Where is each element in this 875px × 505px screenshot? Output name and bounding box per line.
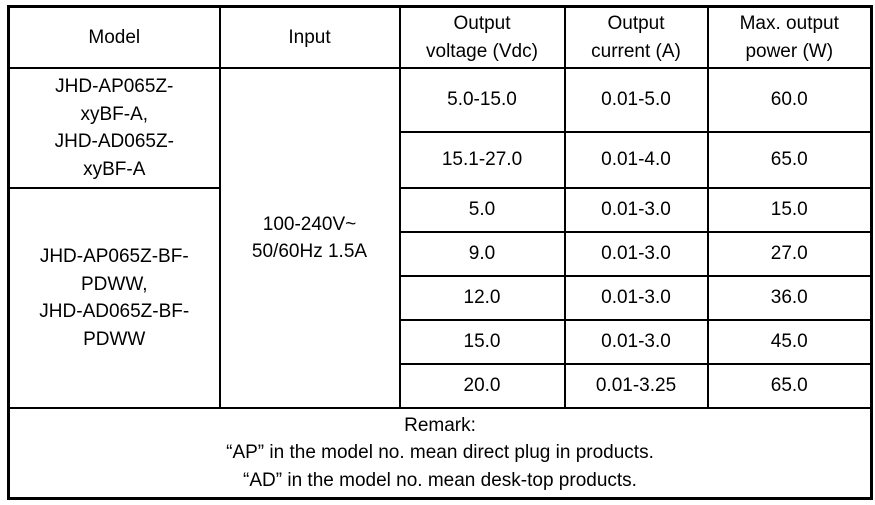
remark-cell: Remark: “AP” in the model no. mean direc… <box>7 407 873 500</box>
output-voltage-cell: 9.0 <box>398 231 566 278</box>
max-power-cell: 36.0 <box>706 275 873 322</box>
output-current-cell: 0.01-3.0 <box>563 231 709 278</box>
column-header-output-voltage: Output voltage (Vdc) <box>398 5 566 70</box>
output-voltage-cell: 5.0 <box>398 187 566 234</box>
table-row: JHD-AP065Z- xyBF-A, JHD-AD065Z- xyBF-A 1… <box>7 67 873 410</box>
remark-row: Remark: “AP” in the model no. mean direc… <box>7 407 873 500</box>
output-current-cell: 0.01-4.0 <box>563 131 709 190</box>
max-power-cell: 27.0 <box>706 231 873 278</box>
table-row: 9.0 0.01-3.0 27.0 <box>9 231 873 278</box>
output-voltage-cell: 12.0 <box>398 275 566 322</box>
output-voltage-cell: 15.0 <box>398 319 566 366</box>
model-group-1-cell: JHD-AP065Z- xyBF-A, JHD-AD065Z- xyBF-A <box>7 67 221 190</box>
max-power-cell: 60.0 <box>706 67 873 134</box>
spec-table: Model Input Output voltage (Vdc) Output … <box>7 5 873 500</box>
header-row: Model Input Output voltage (Vdc) Output … <box>7 5 873 70</box>
table-row: 12.0 0.01-3.0 36.0 <box>9 275 873 322</box>
output-current-cell: 0.01-3.25 <box>563 363 709 410</box>
output-current-cell: 0.01-3.0 <box>563 319 709 366</box>
table-row: JHD-AP065Z-BF- PDWW, JHD-AD065Z-BF- PDWW… <box>7 187 873 410</box>
column-header-model: Model <box>7 5 221 70</box>
output-voltage-cell: 20.0 <box>398 363 566 410</box>
column-header-output-current: Output current (A) <box>563 5 709 70</box>
max-power-cell: 65.0 <box>706 363 873 410</box>
output-current-cell: 0.01-3.0 <box>563 187 709 234</box>
output-current-cell: 0.01-5.0 <box>563 67 709 134</box>
column-header-max-output-power: Max. output power (W) <box>706 5 873 70</box>
input-spec-cell: 100-240V~ 50/60Hz 1.5A <box>218 67 401 410</box>
output-current-cell: 0.01-3.0 <box>563 275 709 322</box>
table-row: 15.1-27.0 0.01-4.0 65.0 <box>9 131 873 190</box>
table-row: 20.0 0.01-3.25 65.0 <box>9 363 873 410</box>
max-power-cell: 15.0 <box>706 187 873 234</box>
table-row: 15.0 0.01-3.0 45.0 <box>9 319 873 366</box>
column-header-input: Input <box>218 5 401 70</box>
max-power-cell: 65.0 <box>706 131 873 190</box>
output-voltage-cell: 5.0-15.0 <box>398 67 566 134</box>
max-power-cell: 45.0 <box>706 319 873 366</box>
output-voltage-cell: 15.1-27.0 <box>398 131 566 190</box>
model-group-2-cell: JHD-AP065Z-BF- PDWW, JHD-AD065Z-BF- PDWW <box>7 187 221 410</box>
